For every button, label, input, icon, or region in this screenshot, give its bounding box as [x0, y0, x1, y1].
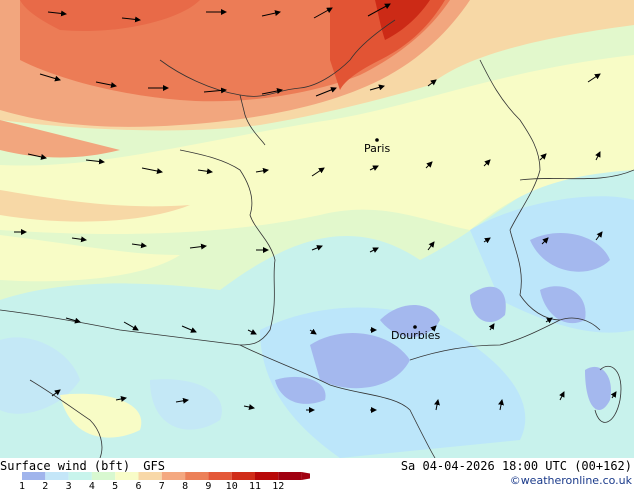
- legend-tick-label: 2: [42, 481, 48, 490]
- legend-arrow-tip: [301, 472, 310, 480]
- model-name: GFS: [143, 459, 165, 473]
- legend-swatch: [161, 472, 186, 480]
- bft10-zone: [375, 0, 430, 40]
- city-label-paris: Paris: [364, 142, 391, 155]
- legend-tick-label: 8: [182, 481, 188, 490]
- valid-datetime: Sa 04-04-2026 18:00 UTC (00+162): [400, 459, 632, 473]
- city-label-dourbies: Dourbies: [391, 329, 441, 342]
- legend-swatch: [91, 472, 116, 480]
- legend-swatch: [185, 472, 209, 480]
- legend-swatch: [115, 472, 139, 480]
- legend-tick-label: 12: [272, 481, 284, 490]
- dourbies-marker: [413, 325, 417, 329]
- wind-map: [0, 0, 634, 458]
- legend-tick-label: 6: [135, 481, 141, 490]
- color-legend: 1 2 3 4 5 6 7 8 9 10 11 12: [19, 472, 310, 490]
- legend-tick-label: 4: [89, 481, 95, 490]
- legend-tick-label: 1: [19, 481, 25, 490]
- wind-arrows: [14, 3, 617, 413]
- legend-swatch: [255, 472, 279, 480]
- bft1-zone: [310, 333, 410, 389]
- coastlines: [0, 19, 634, 458]
- legend-tick-label: 10: [226, 481, 238, 490]
- legend-swatch: [45, 472, 69, 480]
- legend-tick-label: 9: [205, 481, 211, 490]
- credit-link[interactable]: ©weatheronline.co.uk: [509, 474, 632, 487]
- map-title: Surface wind (bft) GFS: [0, 459, 165, 473]
- legend-swatch: [138, 472, 162, 480]
- legend-swatch: [208, 472, 232, 480]
- legend-tick-label: 3: [66, 481, 72, 490]
- legend-swatch: [68, 472, 92, 480]
- bft5-zone: [0, 55, 634, 235]
- legend-tick-label: 7: [159, 481, 165, 490]
- legend-tick-label: 11: [249, 481, 261, 490]
- legend-swatch: [278, 472, 302, 480]
- paris-marker: [375, 138, 379, 142]
- legend-swatch: [231, 472, 255, 480]
- bft9-zone: [330, 0, 445, 90]
- footer-bar: Surface wind (bft) GFS Sa 04-04-2026 18:…: [0, 458, 634, 490]
- legend-swatch: [22, 472, 46, 480]
- parameter-title: Surface wind (bft): [0, 459, 131, 473]
- legend-tick-label: 5: [112, 481, 118, 490]
